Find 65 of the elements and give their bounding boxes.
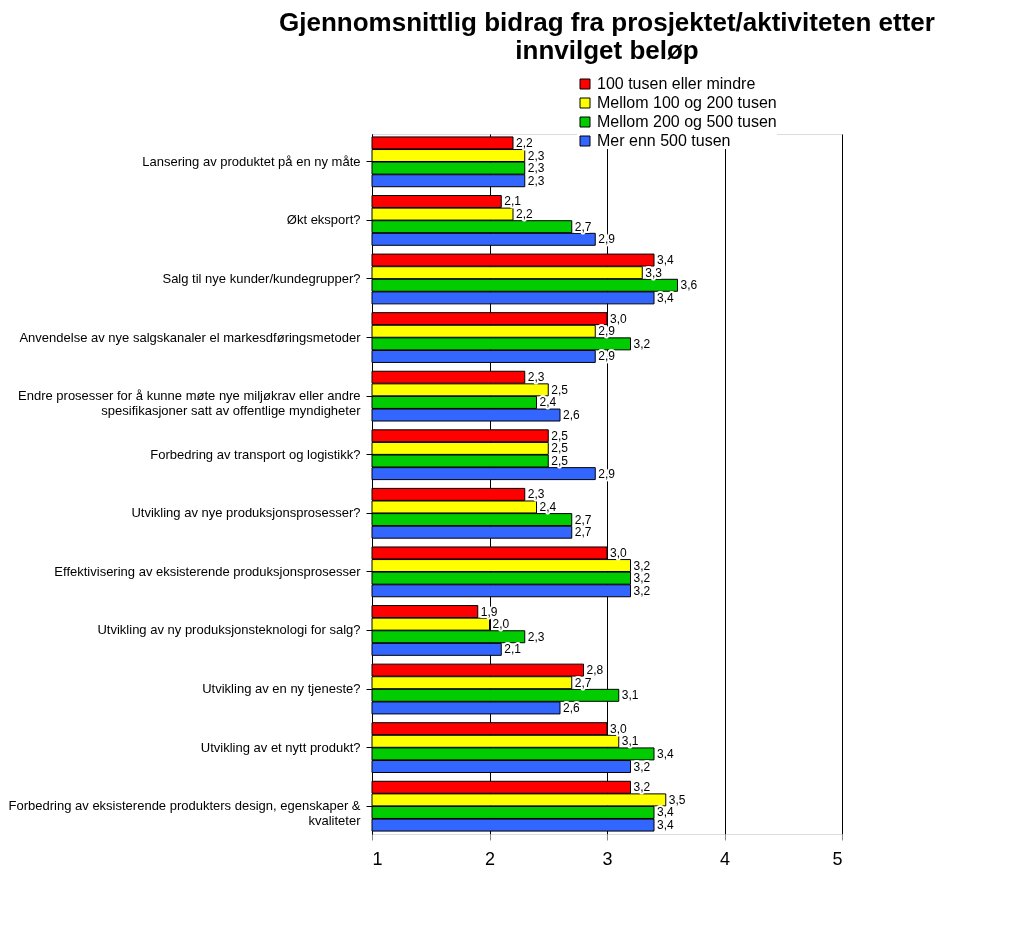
data-label: 2,7 xyxy=(574,525,592,540)
x-tick-label: 3 xyxy=(602,848,613,869)
legend-label: Mellom 200 og 500 tusen xyxy=(597,113,777,130)
y-tick-label: Anvendelse av nye salgskanaler el markesdføringsmetoder xyxy=(19,329,362,345)
data-label: 3,4 xyxy=(657,818,675,833)
data-label: 3,4 xyxy=(657,746,675,761)
x-tick-label: 5 xyxy=(832,848,843,869)
legend-label: 100 tusen eller mindre xyxy=(597,75,756,92)
data-label: 2,3 xyxy=(527,487,545,502)
data-label: 3,1 xyxy=(621,734,639,749)
data-label: 3,2 xyxy=(633,558,651,573)
data-label: 2,3 xyxy=(527,629,545,644)
data-label: 3,2 xyxy=(633,780,651,795)
data-label: 2,7 xyxy=(574,675,592,690)
y-tick-label: Utvikling av en ny tjeneste? xyxy=(202,681,361,697)
data-label: 2,7 xyxy=(574,219,592,234)
data-label: 2,3 xyxy=(527,161,545,176)
data-label: 2,5 xyxy=(551,454,569,469)
y-tick-label: Salg til nye kunder/kundegrupper? xyxy=(162,270,361,286)
data-label: 2,3 xyxy=(527,148,545,163)
y-tick-label: Forbedring av transport og logistikk? xyxy=(150,446,361,462)
data-label: 3,0 xyxy=(610,311,628,326)
y-tick-label: Utvikling av ny produksjonsteknologi for salg? xyxy=(97,622,361,638)
legend-label: Mellom 100 og 200 tusen xyxy=(597,94,777,111)
data-label: 2,3 xyxy=(527,173,545,188)
data-label: 2,8 xyxy=(586,663,604,678)
data-label: 3,2 xyxy=(633,759,651,774)
data-label: 3,2 xyxy=(633,571,651,586)
data-label: 2,2 xyxy=(516,207,534,222)
data-label: 3,2 xyxy=(633,583,651,598)
data-label: 3,6 xyxy=(680,278,698,293)
data-label: 2,5 xyxy=(551,428,569,443)
y-tick-label: Økt eksport? xyxy=(286,212,361,228)
data-label: 2,3 xyxy=(527,370,545,385)
x-tick-label: 2 xyxy=(484,848,496,869)
data-label: 3,3 xyxy=(645,265,663,280)
data-label: 2,7 xyxy=(574,512,592,527)
data-label: 2,6 xyxy=(563,408,581,423)
data-label: 2,0 xyxy=(492,617,510,632)
data-label: 2,5 xyxy=(551,382,569,397)
legend-label: Mer enn 500 tusen xyxy=(597,132,731,149)
data-label: 2,1 xyxy=(504,194,522,209)
data-label: 3,4 xyxy=(657,253,675,268)
data-label: 2,4 xyxy=(539,499,557,514)
y-tick-label: Effektivisering av eksisterende produksjonsprosesser xyxy=(54,563,362,579)
data-label: 2,5 xyxy=(551,441,569,456)
y-tick-label: Lansering av produktet på en ny måte xyxy=(142,153,361,169)
y-tick-label: Forbedring av eksisterende produkters design, egenskaper & kvaliteter xyxy=(8,798,362,829)
data-label: 3,5 xyxy=(668,792,686,807)
chart-title: Gjennomsnittlig bidrag fra prosjektet/aktiviteten etter innvilget beløp xyxy=(279,7,935,65)
data-label: 2,1 xyxy=(504,642,522,657)
data-label: 2,2 xyxy=(516,135,534,150)
data-label: 2,6 xyxy=(563,700,581,715)
data-label: 3,0 xyxy=(610,545,628,560)
x-tick-label: 4 xyxy=(719,848,731,869)
x-tick-label: 1 xyxy=(372,848,383,869)
y-tick-label: Endre prosesser for å kunne møte nye miljøkrav eller andre spesifikasjoner satt av offentlige myndigheter xyxy=(18,388,362,419)
data-label: 3,4 xyxy=(657,290,675,305)
data-label: 3,4 xyxy=(657,805,675,820)
data-label: 3,2 xyxy=(633,336,651,351)
y-tick-label: Utvikling av nye produksjonsprosesser? xyxy=(131,505,361,521)
data-label: 3,1 xyxy=(621,688,639,703)
data-label: 2,4 xyxy=(539,395,557,410)
y-tick-label: Utvikling av et nytt produkt? xyxy=(200,739,361,755)
data-label: 3,0 xyxy=(610,721,628,736)
